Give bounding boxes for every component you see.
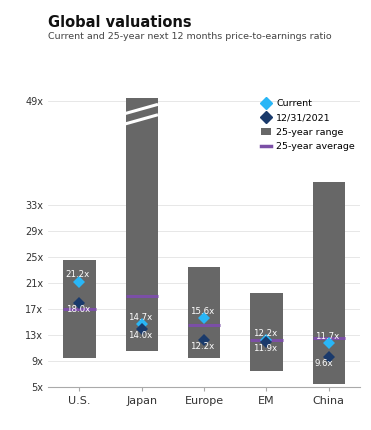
Text: 18.0x: 18.0x: [66, 305, 90, 314]
Bar: [188, 267, 220, 358]
Text: 9.6x: 9.6x: [315, 359, 334, 369]
Bar: [312, 182, 345, 384]
Text: 14.0x: 14.0x: [128, 331, 152, 340]
Text: Global valuations: Global valuations: [48, 15, 192, 30]
Text: 11.7x: 11.7x: [315, 332, 339, 341]
Bar: [125, 98, 158, 351]
Bar: [63, 260, 96, 358]
Bar: [250, 293, 283, 371]
Text: 14.7x: 14.7x: [128, 313, 152, 322]
Text: Current and 25-year next 12 months price-to-earnings ratio: Current and 25-year next 12 months price…: [48, 32, 332, 41]
Legend: Current, 12/31/2021, 25-year range, 25-year average: Current, 12/31/2021, 25-year range, 25-y…: [261, 99, 355, 151]
Text: 12.2x: 12.2x: [253, 329, 277, 338]
Text: 11.9x: 11.9x: [253, 344, 277, 353]
Text: 15.6x: 15.6x: [190, 307, 214, 316]
Text: 21.2x: 21.2x: [66, 270, 90, 280]
Text: 12.2x: 12.2x: [190, 342, 214, 351]
